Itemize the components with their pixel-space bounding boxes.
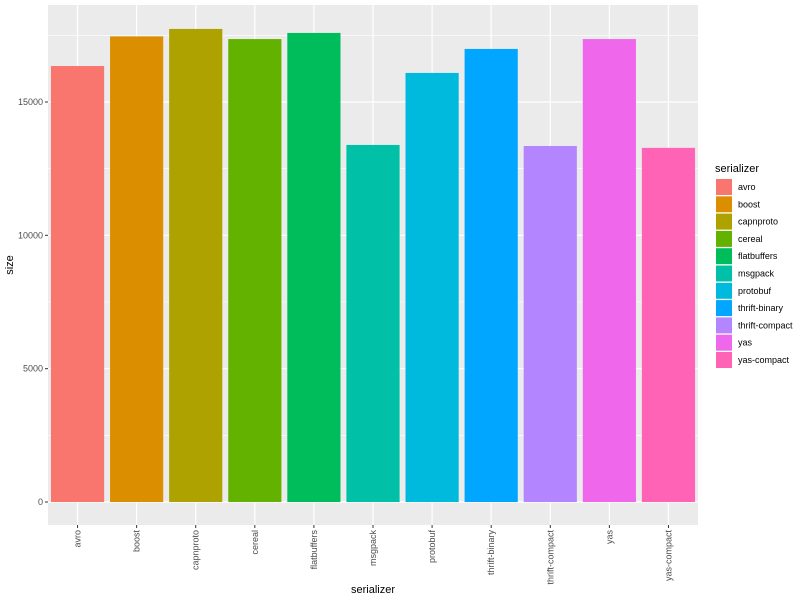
bar-avro <box>50 66 105 502</box>
x-tick-label: protobuf <box>427 530 437 564</box>
legend-label: thrift-compact <box>738 320 793 330</box>
x-axis-title: serializer <box>351 584 395 596</box>
legend-label: msgpack <box>738 269 775 279</box>
legend-label: yas-compact <box>738 355 790 365</box>
legend-label: thrift-binary <box>738 303 784 313</box>
legend-key-thrift-binary <box>716 300 732 317</box>
legend-label: yas <box>738 338 753 348</box>
bar-boost <box>110 36 164 503</box>
y-tick-label: 15000 <box>18 97 43 107</box>
x-tick-label: cereal <box>250 530 260 555</box>
legend-key-flatbuffers <box>716 248 732 265</box>
y-tick-label: 10000 <box>18 230 43 240</box>
legend-key-capnproto <box>716 213 732 230</box>
legend-key-yas <box>716 334 732 351</box>
legend-label: flatbuffers <box>738 251 778 261</box>
x-tick-label: yas <box>604 530 614 545</box>
x-tick-label: avro <box>73 530 83 548</box>
bar-flatbuffers <box>287 32 341 502</box>
bar-yas <box>582 39 636 503</box>
x-tick-label: thrift-compact <box>545 530 555 585</box>
y-tick-label: 5000 <box>23 364 43 374</box>
legend-label: avro <box>738 182 756 192</box>
legend-title: serializer <box>715 163 759 175</box>
x-tick-label: thrift-binary <box>486 530 496 576</box>
legend-key-msgpack <box>716 265 732 282</box>
bar-yas-compact <box>641 147 696 502</box>
bar-thrift-compact <box>523 146 577 502</box>
x-tick-label: yas-compact <box>663 530 673 582</box>
legend-label: protobuf <box>738 286 772 296</box>
legend-key-cereal <box>716 230 732 247</box>
legend-key-boost <box>716 196 732 213</box>
bar-msgpack <box>346 144 400 502</box>
legend-key-avro <box>716 179 732 195</box>
bar-protobuf <box>405 72 459 502</box>
legend-label: capnproto <box>738 217 778 227</box>
x-tick-label: msgpack <box>368 530 378 567</box>
bar-cereal <box>228 39 282 503</box>
legend-key-yas-compact <box>716 352 732 368</box>
legend-key-thrift-compact <box>716 317 732 334</box>
x-tick-label: capnproto <box>191 530 201 570</box>
legend-label: cereal <box>738 234 763 244</box>
bar-thrift-binary <box>464 48 518 502</box>
y-tick-label: 0 <box>38 497 43 507</box>
x-tick-label: boost <box>132 530 142 553</box>
y-axis-title: size <box>4 255 16 275</box>
x-tick-label: flatbuffers <box>309 530 319 570</box>
legend-label: boost <box>738 199 761 209</box>
legend-key-protobuf <box>716 282 732 299</box>
bar-capnproto <box>169 28 223 503</box>
